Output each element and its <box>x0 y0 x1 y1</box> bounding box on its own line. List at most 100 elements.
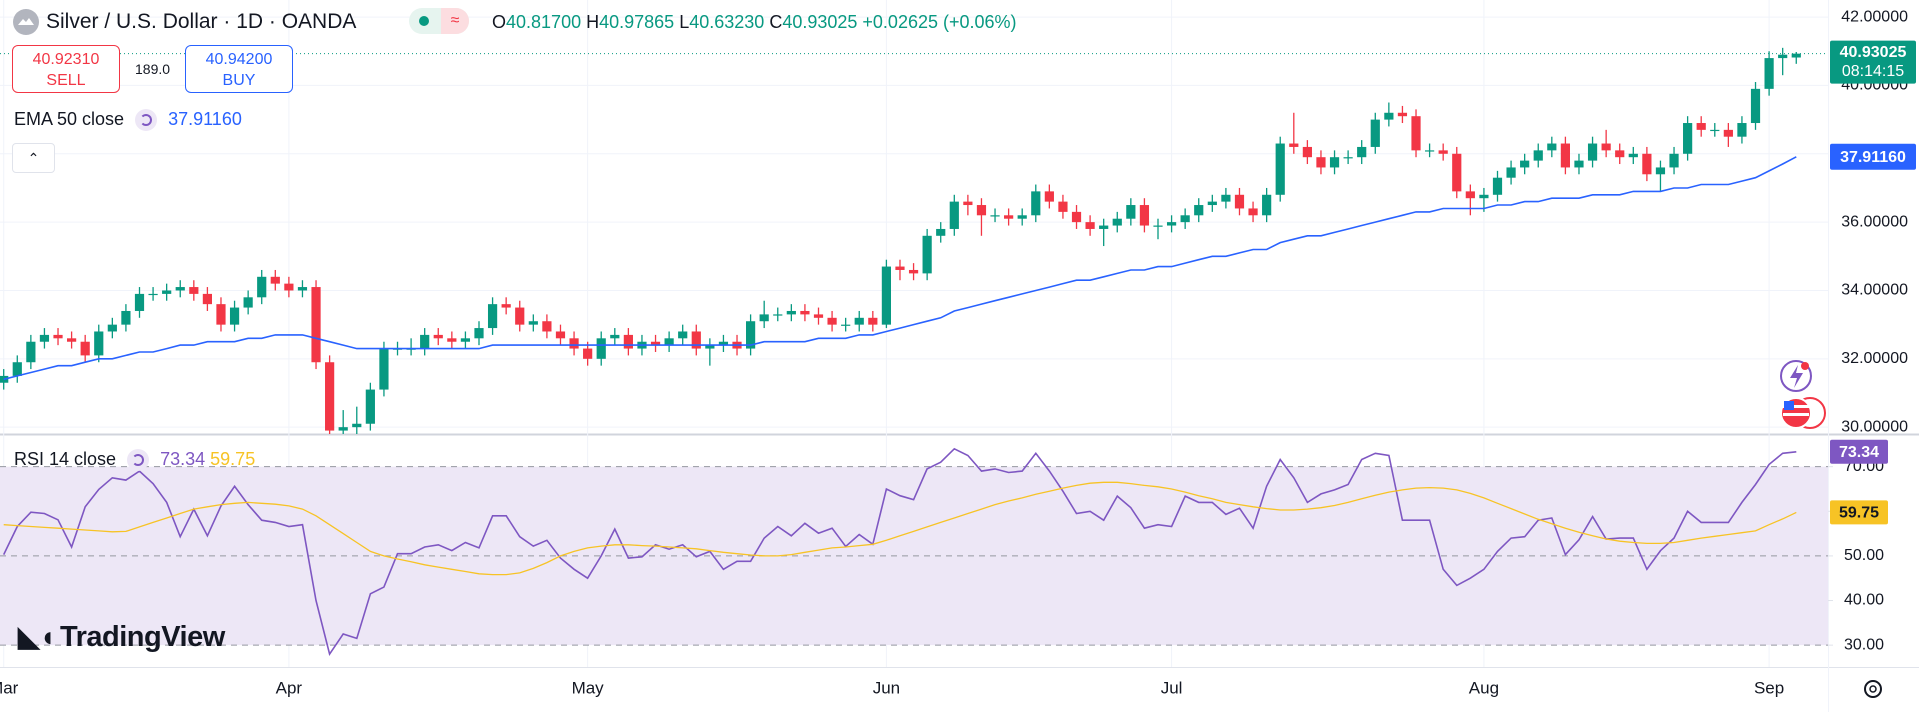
candle-body <box>1289 143 1299 147</box>
candle-body <box>284 283 294 291</box>
candle-body <box>1587 143 1598 161</box>
y-tick-label: 50.00 <box>1844 547 1884 564</box>
candle-body <box>433 334 443 339</box>
ohlc-readout: O40.81700 H40.97865 L40.63230 C40.93025 … <box>492 10 1017 34</box>
candle-body <box>1384 112 1394 120</box>
symbol-icon <box>13 9 39 35</box>
y-tick-label: 36.00000 <box>1841 213 1908 230</box>
buy-price: 40.94200 <box>205 51 273 68</box>
alert-dot <box>1801 362 1809 370</box>
rsi-name: RSI 14 close <box>14 449 117 469</box>
rsi-value: 73.34 <box>160 449 206 469</box>
candle-body <box>1153 225 1163 227</box>
candle-body <box>976 205 987 216</box>
candle-body <box>1221 194 1231 202</box>
spread: 189.0 <box>135 61 171 77</box>
last-price-marker <box>1830 40 1916 84</box>
candle-body <box>963 201 973 206</box>
sell-button[interactable]: 40.92310 SELL <box>12 45 120 93</box>
candle-body <box>1126 205 1136 219</box>
candle-body <box>121 310 131 325</box>
ohlc-letter: L <box>679 12 690 32</box>
ema-price-label: 37.91160 <box>1840 149 1906 166</box>
candle-body <box>53 334 63 339</box>
y-tick-label: 30.00 <box>1844 636 1884 653</box>
bolt <box>1790 365 1803 388</box>
candle-body <box>895 266 905 270</box>
candle-body <box>1099 225 1109 229</box>
candle-body <box>501 304 511 308</box>
candle-body <box>1764 58 1774 89</box>
candle-body <box>990 215 1000 217</box>
collapse-button[interactable]: ⌃ <box>12 143 55 173</box>
market-open-dot <box>419 16 429 26</box>
candle-body <box>270 276 280 284</box>
candle-body <box>474 328 484 339</box>
candle-body <box>420 334 430 349</box>
candle-body <box>1071 211 1082 223</box>
candle-body <box>229 307 240 325</box>
candle-body <box>1737 123 1747 137</box>
candle-body <box>1492 177 1503 195</box>
rsi-value-label: 59.75 <box>1839 505 1879 522</box>
candle-body <box>1058 201 1068 212</box>
settings-icon[interactable] <box>1864 680 1882 698</box>
candle-body <box>1397 112 1408 117</box>
candle-body <box>67 338 77 342</box>
candle-body <box>1642 153 1652 175</box>
gear[interactable] <box>1864 680 1882 698</box>
candle-body <box>94 331 104 356</box>
candle-body <box>759 314 769 322</box>
candle-body <box>1180 215 1190 223</box>
candle-body <box>338 427 348 431</box>
y-tick-label: 32.00000 <box>1841 350 1908 367</box>
rsi-settings[interactable] <box>127 449 150 472</box>
y-tick-label: 30.00000 <box>1841 418 1908 435</box>
candle-body <box>216 304 226 325</box>
candle-body <box>1031 191 1041 216</box>
candle-body <box>1004 215 1014 219</box>
rsi-value-marker <box>1830 500 1888 525</box>
change-value: +0.02625 (+0.06%) <box>862 12 1017 32</box>
candle-body <box>610 334 620 339</box>
candle-body <box>1329 157 1340 168</box>
candle-body <box>460 338 471 342</box>
candle-body <box>297 287 308 291</box>
candle-body <box>841 324 851 326</box>
ema-name: EMA 50 close <box>14 109 125 129</box>
candle-body <box>868 317 878 325</box>
candle-body <box>39 334 50 342</box>
candle-body <box>1750 88 1761 124</box>
candle-body <box>1316 157 1326 168</box>
candle-body <box>664 338 674 346</box>
candle-body <box>1262 194 1272 216</box>
rsi-line <box>2 447 1797 657</box>
candle-body <box>162 290 172 294</box>
candle-body <box>881 266 891 325</box>
candle-body <box>1302 146 1312 158</box>
status-pill[interactable]: ≈ <box>409 8 469 34</box>
candle-body <box>257 276 267 298</box>
candle-body <box>691 331 701 349</box>
candle-body <box>1166 222 1177 226</box>
sell-price: 40.92310 <box>32 51 100 68</box>
candle-body <box>569 338 579 349</box>
candle-body <box>1520 160 1530 168</box>
candle-body <box>1723 129 1733 137</box>
side-icons <box>1780 360 1826 429</box>
candle-body <box>528 321 538 325</box>
candle-body <box>1601 143 1611 151</box>
ema-price-marker <box>1830 143 1916 170</box>
logo-mark: ◣◖ <box>18 621 56 652</box>
candle-body <box>148 293 158 296</box>
candle-body <box>854 317 864 325</box>
buy-button[interactable]: 40.94200 BUY <box>185 45 293 93</box>
ema-settings[interactable] <box>135 109 158 132</box>
candle-body <box>1547 143 1557 151</box>
candle-body <box>922 235 932 274</box>
close-value: 40.93025 <box>782 12 858 32</box>
flag-stripe <box>1783 405 1809 408</box>
x-tick-label: Aug <box>1469 678 1499 697</box>
candle-body <box>311 287 321 363</box>
high-value: 40.97865 <box>599 12 675 32</box>
